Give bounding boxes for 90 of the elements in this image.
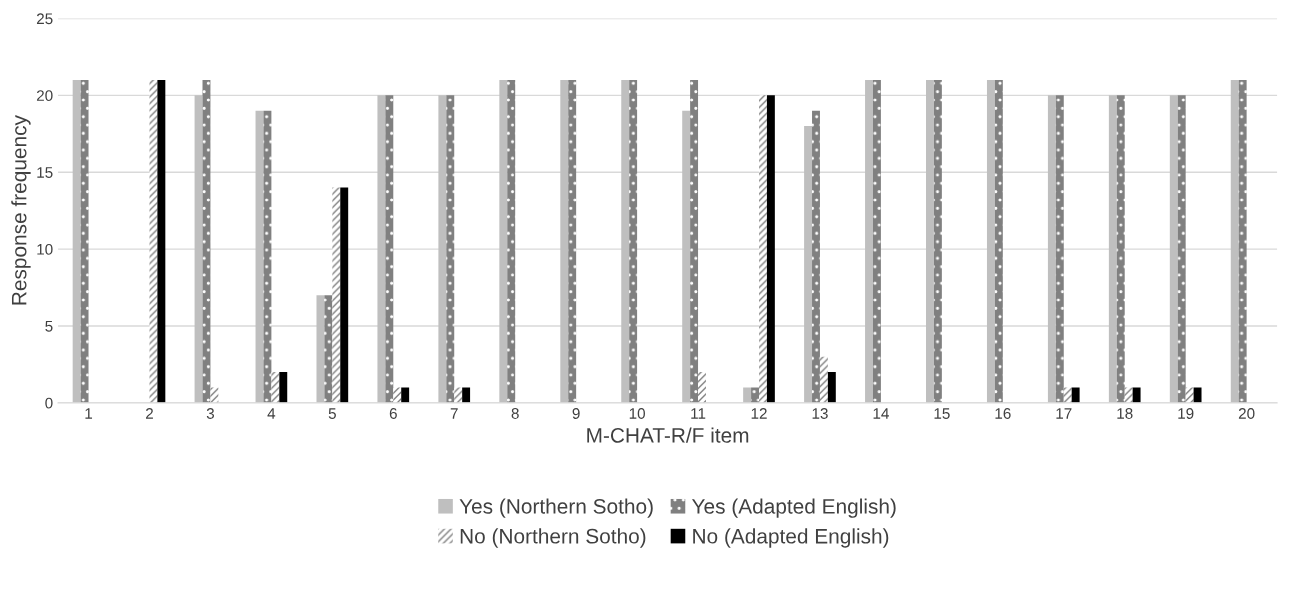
- y-axis-title: Response frequency: [11, 115, 31, 305]
- bar: [340, 187, 349, 403]
- bar: [751, 387, 759, 403]
- x-tick-label: 9: [572, 408, 580, 419]
- x-tick-label: 12: [751, 408, 767, 419]
- x-tick-label: 15: [934, 408, 950, 419]
- bar: [1193, 387, 1202, 403]
- bar: [1063, 387, 1072, 403]
- bar: [1124, 387, 1133, 403]
- bar: [1177, 95, 1186, 403]
- x-tick-label: 10: [629, 408, 645, 419]
- bar: [804, 126, 813, 403]
- legend-label: No (Adapted English): [693, 528, 889, 548]
- bar: [499, 79, 508, 403]
- x-tick-label: 19: [1178, 408, 1194, 419]
- y-tick-label: 20: [36, 90, 53, 102]
- bar: [1238, 79, 1247, 403]
- bar: [872, 79, 881, 403]
- y-tick-label: 5: [45, 320, 53, 332]
- bar: [149, 79, 158, 403]
- bar: [462, 387, 471, 403]
- bar: [621, 79, 630, 403]
- x-tick-label: 3: [206, 408, 215, 419]
- bar: [629, 79, 638, 403]
- bar: [690, 79, 699, 403]
- y-tick-label: 0: [45, 397, 53, 409]
- bar: [393, 387, 402, 403]
- legend-label: Yes (Northern Sotho): [459, 498, 653, 518]
- x-tick-label: 16: [995, 408, 1011, 419]
- bar: [759, 95, 767, 403]
- y-tick-label: 10: [37, 243, 53, 255]
- bar: [1132, 387, 1141, 403]
- bar: [316, 295, 325, 403]
- bar: [698, 372, 706, 403]
- x-tick-label: 13: [812, 408, 828, 419]
- y-tick-label: 15: [37, 167, 53, 178]
- bar: [1230, 79, 1239, 403]
- bar: [994, 79, 1003, 403]
- bar: [324, 295, 333, 403]
- x-tick-label: 18: [1117, 408, 1133, 419]
- bar: [926, 79, 934, 403]
- bar: [332, 187, 341, 403]
- bar: [560, 79, 569, 403]
- x-tick-label: 20: [1238, 408, 1255, 419]
- bar: [743, 387, 752, 403]
- bar: [812, 110, 820, 403]
- bar: [401, 387, 410, 403]
- bar: [507, 79, 516, 403]
- bar: [766, 95, 775, 403]
- bar: [865, 79, 873, 403]
- bar: [682, 110, 691, 403]
- x-tick-label: 4: [267, 408, 276, 419]
- bar: [986, 79, 995, 403]
- bar: [827, 372, 836, 403]
- bar: [271, 372, 280, 403]
- x-tick-label: 7: [450, 408, 458, 419]
- bar: [1116, 95, 1125, 403]
- bar: [1055, 95, 1064, 403]
- bar: [446, 95, 455, 403]
- bar: [438, 95, 447, 403]
- bar: [1108, 95, 1117, 403]
- bar: [210, 387, 219, 403]
- bar: [1185, 387, 1194, 403]
- legend-label: Yes (Adapted English): [691, 498, 896, 518]
- x-axis-title: M-CHAT-R/F item: [587, 427, 749, 443]
- bar: [157, 79, 166, 403]
- x-tick-label: 11: [691, 408, 706, 419]
- bar: [80, 79, 89, 403]
- x-tick-label: 8: [511, 408, 519, 419]
- x-tick-label: 6: [389, 408, 397, 419]
- y-tick-label: 25: [36, 13, 53, 25]
- bar: [933, 79, 942, 403]
- bar: [568, 79, 577, 403]
- bar: [194, 95, 203, 403]
- bar: [454, 387, 463, 403]
- bar: [1071, 387, 1080, 403]
- bar: [385, 95, 394, 403]
- x-tick-label: 5: [328, 408, 336, 419]
- bar: [279, 372, 288, 403]
- bar: [819, 356, 828, 403]
- x-tick-label: 14: [873, 408, 889, 419]
- x-tick-label: 1: [85, 408, 93, 419]
- x-tick-label: 17: [1056, 408, 1072, 419]
- bar: [377, 95, 386, 403]
- legend-label: No (Northern Sotho): [460, 528, 646, 548]
- bar: [72, 79, 81, 403]
- bar: [263, 110, 272, 403]
- x-tick-label: 2: [146, 408, 153, 419]
- bar: [1169, 95, 1178, 403]
- bar: [1047, 95, 1056, 403]
